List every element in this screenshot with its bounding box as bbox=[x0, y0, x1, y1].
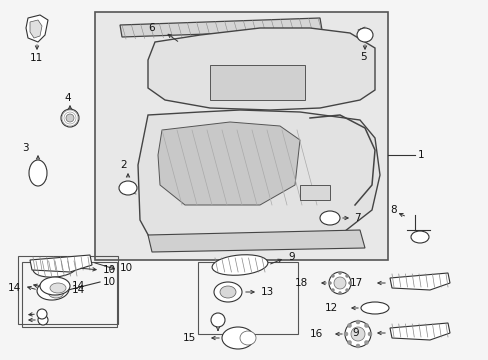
Ellipse shape bbox=[345, 321, 370, 347]
Text: 14: 14 bbox=[72, 281, 85, 291]
Bar bbox=[299, 185, 329, 200]
Ellipse shape bbox=[210, 313, 224, 327]
Text: 14: 14 bbox=[8, 283, 21, 293]
Text: 10: 10 bbox=[120, 263, 133, 273]
Ellipse shape bbox=[33, 259, 77, 277]
Ellipse shape bbox=[331, 274, 334, 278]
Ellipse shape bbox=[347, 324, 351, 328]
Ellipse shape bbox=[345, 274, 348, 278]
Text: 9: 9 bbox=[351, 328, 358, 338]
Text: 5: 5 bbox=[359, 52, 366, 62]
Text: 11: 11 bbox=[30, 53, 43, 63]
Ellipse shape bbox=[29, 160, 47, 186]
Text: 7: 7 bbox=[353, 213, 360, 223]
Text: 15: 15 bbox=[183, 333, 196, 343]
Ellipse shape bbox=[343, 332, 347, 336]
Ellipse shape bbox=[356, 28, 372, 42]
Polygon shape bbox=[389, 323, 449, 340]
Ellipse shape bbox=[37, 309, 47, 319]
Text: 8: 8 bbox=[389, 205, 396, 215]
Ellipse shape bbox=[328, 272, 350, 294]
Ellipse shape bbox=[220, 286, 236, 298]
Text: 9: 9 bbox=[287, 252, 294, 262]
Ellipse shape bbox=[38, 315, 48, 325]
Polygon shape bbox=[389, 273, 449, 290]
Ellipse shape bbox=[48, 286, 64, 298]
Ellipse shape bbox=[348, 282, 351, 284]
Ellipse shape bbox=[50, 283, 66, 293]
Ellipse shape bbox=[338, 271, 341, 274]
Ellipse shape bbox=[40, 277, 70, 295]
Polygon shape bbox=[158, 122, 299, 205]
Ellipse shape bbox=[355, 320, 359, 324]
Ellipse shape bbox=[347, 341, 351, 345]
Polygon shape bbox=[120, 18, 321, 37]
Polygon shape bbox=[26, 15, 48, 42]
Ellipse shape bbox=[61, 109, 79, 127]
Polygon shape bbox=[138, 110, 379, 250]
Text: 16: 16 bbox=[309, 329, 323, 339]
Ellipse shape bbox=[345, 289, 348, 292]
Ellipse shape bbox=[240, 331, 256, 345]
Text: 4: 4 bbox=[64, 93, 70, 103]
Ellipse shape bbox=[355, 344, 359, 348]
Ellipse shape bbox=[410, 231, 428, 243]
Ellipse shape bbox=[367, 332, 371, 336]
Polygon shape bbox=[30, 20, 42, 38]
Ellipse shape bbox=[37, 280, 69, 300]
Bar bbox=[18, 256, 118, 324]
Polygon shape bbox=[148, 28, 374, 110]
Text: 1: 1 bbox=[417, 150, 424, 160]
Text: 10: 10 bbox=[103, 277, 116, 287]
Bar bbox=[198, 262, 297, 334]
Text: 2: 2 bbox=[120, 160, 126, 170]
Ellipse shape bbox=[333, 277, 346, 289]
Ellipse shape bbox=[119, 181, 137, 195]
Bar bbox=[22, 262, 117, 327]
Ellipse shape bbox=[364, 341, 368, 345]
Ellipse shape bbox=[212, 255, 267, 275]
Polygon shape bbox=[148, 230, 364, 252]
Ellipse shape bbox=[222, 327, 253, 349]
Ellipse shape bbox=[331, 289, 334, 292]
Text: 17: 17 bbox=[349, 278, 363, 288]
Ellipse shape bbox=[360, 302, 388, 314]
Text: 3: 3 bbox=[22, 143, 29, 153]
Text: 18: 18 bbox=[294, 278, 307, 288]
Text: 10: 10 bbox=[103, 265, 116, 275]
Ellipse shape bbox=[319, 211, 339, 225]
Ellipse shape bbox=[214, 282, 242, 302]
Text: 6: 6 bbox=[148, 23, 154, 33]
Ellipse shape bbox=[338, 292, 341, 294]
Bar bbox=[209, 65, 305, 100]
Ellipse shape bbox=[350, 327, 364, 341]
Polygon shape bbox=[30, 255, 92, 272]
Text: 14: 14 bbox=[72, 285, 85, 295]
Bar bbox=[95, 12, 387, 260]
Ellipse shape bbox=[364, 324, 368, 328]
Text: 12: 12 bbox=[325, 303, 338, 313]
Ellipse shape bbox=[328, 282, 331, 284]
Text: 13: 13 bbox=[261, 287, 274, 297]
Ellipse shape bbox=[66, 114, 74, 122]
